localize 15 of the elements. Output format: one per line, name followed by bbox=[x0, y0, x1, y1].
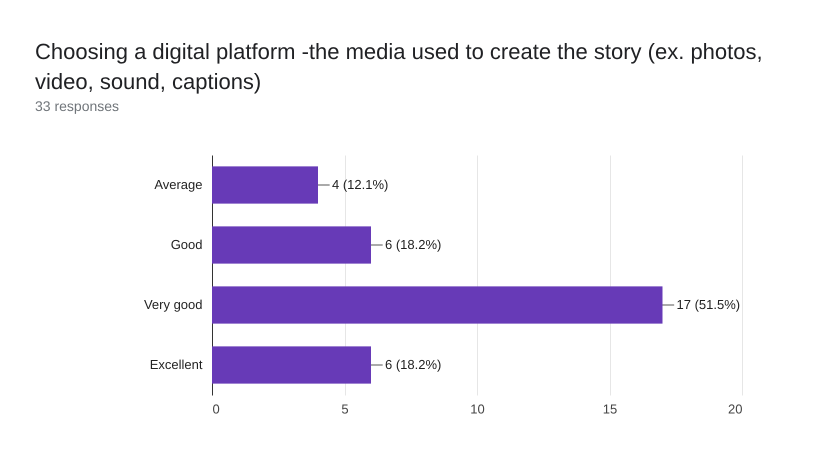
data-label: 6 (18.2%) bbox=[385, 357, 442, 372]
y-tick-label: Good bbox=[170, 237, 202, 252]
data-label: 17 (51.5%) bbox=[676, 297, 740, 312]
x-tick-label: 10 bbox=[470, 402, 485, 416]
data-label: 6 (18.2%) bbox=[385, 237, 442, 252]
y-tick-label: Average bbox=[154, 177, 202, 192]
data-label: 4 (12.1%) bbox=[332, 177, 388, 192]
x-tick-label: 20 bbox=[728, 402, 742, 416]
text: 33 responses bbox=[35, 98, 120, 114]
y-tick-label: Very good bbox=[144, 297, 202, 312]
y-tick-label: Excellent bbox=[150, 357, 203, 372]
chart-title: Choosing a digital platform -the media used to create the story (ex. photos, video, sound, captions) bbox=[35, 39, 763, 94]
x-tick-label: 15 bbox=[602, 402, 618, 416]
x-tick-label: 0 bbox=[212, 402, 220, 416]
x-tick-label: 5 bbox=[341, 402, 349, 416]
